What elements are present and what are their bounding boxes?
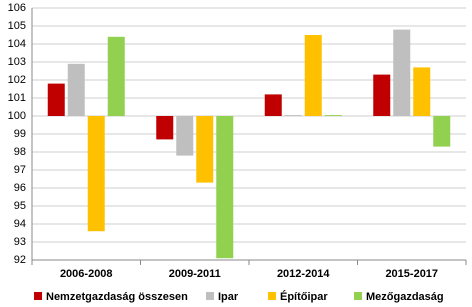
bar (433, 116, 451, 147)
y-tick-label: 106 (8, 2, 26, 14)
bar (176, 116, 194, 156)
bar (264, 94, 282, 116)
legend-swatch (268, 292, 276, 300)
bar (196, 116, 214, 183)
y-tick-label: 93 (14, 236, 26, 248)
bar (107, 36, 125, 116)
legend-swatch (354, 292, 362, 300)
y-tick-label: 103 (8, 56, 26, 68)
x-tick-label: 2006-2008 (60, 268, 113, 280)
legend-swatch (34, 292, 42, 300)
bar (304, 35, 322, 116)
bar (87, 116, 105, 232)
bar (284, 115, 302, 116)
y-tick-label: 102 (8, 74, 26, 86)
legend-swatch (206, 292, 214, 300)
x-tick-label: 2015-2017 (385, 268, 438, 280)
y-tick-label: 96 (14, 182, 26, 194)
y-tick-label: 99 (14, 128, 26, 140)
y-tick-label: 104 (8, 38, 26, 50)
x-tick-label: 2009-2011 (169, 268, 221, 280)
legend-label: Ipar (218, 291, 239, 303)
x-tick-label: 2012-2014 (277, 268, 330, 280)
y-tick-label: 95 (14, 200, 26, 212)
legend-label: Építőipar (280, 290, 328, 303)
bar (413, 67, 431, 116)
y-tick-label: 105 (8, 20, 26, 32)
y-tick-label: 97 (14, 164, 26, 176)
legend-label: Mezőgazdaság (366, 291, 444, 303)
y-tick-label: 98 (14, 146, 26, 158)
y-tick-label: 94 (14, 218, 26, 230)
bar (216, 116, 234, 259)
bar (393, 29, 411, 117)
bar (324, 115, 342, 116)
bar (47, 83, 65, 116)
y-tick-label: 100 (8, 110, 26, 122)
bar (373, 74, 391, 116)
y-tick-label: 92 (14, 254, 26, 266)
bar (67, 63, 85, 116)
legend-label: Nemzetgazdaság összesen (46, 291, 188, 303)
bar (156, 116, 174, 140)
y-tick-label: 101 (8, 92, 26, 104)
